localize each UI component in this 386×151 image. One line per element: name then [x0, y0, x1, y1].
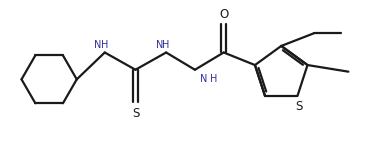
Text: N: N: [94, 40, 102, 50]
Text: H: H: [101, 40, 108, 50]
Text: S: S: [296, 100, 303, 113]
Text: S: S: [132, 107, 139, 120]
Text: N: N: [200, 74, 207, 84]
Text: H: H: [163, 40, 170, 50]
Text: O: O: [219, 8, 228, 21]
Text: H: H: [210, 74, 218, 84]
Text: N: N: [156, 40, 163, 50]
